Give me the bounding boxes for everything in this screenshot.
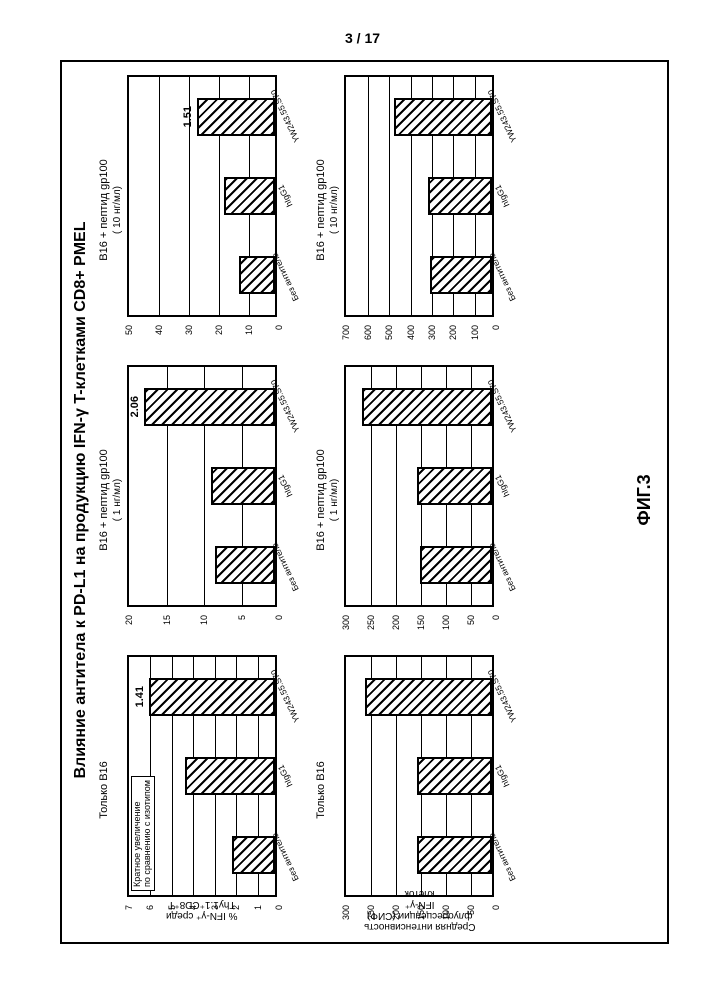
y-tick: 15 xyxy=(162,615,172,625)
y-tick: 20 xyxy=(124,615,134,625)
plot-area: 012345671.41Кратное увеличение по сравне… xyxy=(127,655,277,897)
bar xyxy=(232,836,275,874)
y-tick: 6 xyxy=(145,905,155,910)
figure-label: ФИГ.3 xyxy=(634,60,655,940)
y-tick: 0 xyxy=(491,905,501,910)
bar xyxy=(211,467,275,505)
y-tick: 2 xyxy=(231,905,241,910)
bar xyxy=(362,388,492,426)
y-tick: 0 xyxy=(491,325,501,330)
y-tick: 30 xyxy=(184,325,194,335)
plot-area: 010203040501.51 xyxy=(127,75,277,317)
bar xyxy=(394,98,493,136)
y-tick: 700 xyxy=(341,325,351,340)
y-tick: 20 xyxy=(214,325,224,335)
y-tick: 0 xyxy=(274,325,284,330)
bar xyxy=(215,546,275,584)
y-tick: 50 xyxy=(124,325,134,335)
panel-title: Только B16 xyxy=(98,655,110,925)
y-tick: 200 xyxy=(391,615,401,630)
panel-subtitle: ( 1 нг/мл) xyxy=(112,365,123,635)
panel-title: Только B16 xyxy=(315,655,327,925)
chart-row-2: Только B16 Средняя интенсивность флуорес… xyxy=(315,60,507,940)
panel-subtitle: ( 10 нг/мл) xyxy=(329,75,340,345)
chart-row-1: Только B16 % IFN-γ⁺ среди Thy1.1⁺CD8⁺T01… xyxy=(98,60,290,940)
figure-content: Влияние антитела к PD-L1 на продукцию IF… xyxy=(60,60,665,940)
y-tick: 0 xyxy=(274,905,284,910)
panel-title: B16 + пептид gp100 xyxy=(98,75,110,345)
panel-title: B16 + пептид gp100 xyxy=(98,365,110,635)
chart-panel: B16 + пептид gp100( 10 нг/мл)01020304050… xyxy=(98,75,290,345)
y-tick: 50 xyxy=(466,905,476,915)
bar xyxy=(144,388,275,426)
y-tick: 100 xyxy=(441,615,451,630)
page-number: 3 / 17 xyxy=(0,30,725,46)
plot-area: 050100150200250300 xyxy=(344,655,494,897)
bar-annotation: 1.41 xyxy=(134,686,146,707)
bar xyxy=(417,836,492,874)
bar xyxy=(365,678,493,716)
y-tick: 100 xyxy=(470,325,480,340)
y-tick: 0 xyxy=(274,615,284,620)
bar xyxy=(417,467,492,505)
chart-panel: B16 + пептид gp100( 1 нг/мл)050100150200… xyxy=(315,365,507,635)
y-tick: 4 xyxy=(188,905,198,910)
bar xyxy=(197,98,275,136)
y-tick: 600 xyxy=(363,325,373,340)
y-tick: 3 xyxy=(210,905,220,910)
bar xyxy=(428,177,492,215)
bar xyxy=(224,177,275,215)
bar-annotation: 2.06 xyxy=(129,396,141,417)
y-tick: 150 xyxy=(416,905,426,920)
y-tick: 250 xyxy=(366,905,376,920)
y-tick: 400 xyxy=(406,325,416,340)
y-tick: 50 xyxy=(466,615,476,625)
y-tick: 7 xyxy=(124,905,134,910)
y-tick: 300 xyxy=(341,905,351,920)
y-tick: 300 xyxy=(427,325,437,340)
chart-panel: Только B16 Средняя интенсивность флуорес… xyxy=(315,655,507,925)
bar xyxy=(185,757,275,795)
bar-annotation: 1.51 xyxy=(182,106,194,127)
bar xyxy=(430,256,492,294)
y-tick: 0 xyxy=(491,615,501,620)
main-title: Влияние антитела к PD-L1 на продукцию IF… xyxy=(72,60,90,940)
y-tick: 5 xyxy=(167,905,177,910)
y-tick: 250 xyxy=(366,615,376,630)
y-tick: 300 xyxy=(341,615,351,630)
bar xyxy=(417,757,492,795)
plot-area: 051015202.06 xyxy=(127,365,277,607)
y-tick: 500 xyxy=(384,325,394,340)
y-tick: 200 xyxy=(448,325,458,340)
y-tick: 150 xyxy=(416,615,426,630)
panel-title: B16 + пептид gp100 xyxy=(315,75,327,345)
chart-panel: Только B16 % IFN-γ⁺ среди Thy1.1⁺CD8⁺T01… xyxy=(98,655,290,925)
bar xyxy=(149,678,275,716)
note-box: Кратное увеличение по сравнению с изотип… xyxy=(131,776,155,891)
y-tick: 10 xyxy=(199,615,209,625)
y-tick: 10 xyxy=(244,325,254,335)
chart-panel: B16 + пептид gp100( 10 нг/мл)01002003004… xyxy=(315,75,507,345)
panel-title: B16 + пептид gp100 xyxy=(315,365,327,635)
plot-area: 0100200300400500600700 xyxy=(344,75,494,317)
y-tick: 40 xyxy=(154,325,164,335)
bar xyxy=(420,546,493,584)
y-tick: 1 xyxy=(253,905,263,910)
plot-area: 050100150200250300 xyxy=(344,365,494,607)
y-axis-label: % IFN-γ⁺ среди Thy1.1⁺CD8⁺T xyxy=(166,899,238,923)
y-tick: 5 xyxy=(237,615,247,620)
chart-panel: B16 + пептид gp100( 1 нг/мл)051015202.06… xyxy=(98,365,290,635)
bar xyxy=(239,256,275,294)
panel-subtitle: ( 10 нг/мл) xyxy=(112,75,123,345)
panel-subtitle: ( 1 нг/мл) xyxy=(329,365,340,635)
y-tick: 100 xyxy=(441,905,451,920)
y-tick: 200 xyxy=(391,905,401,920)
